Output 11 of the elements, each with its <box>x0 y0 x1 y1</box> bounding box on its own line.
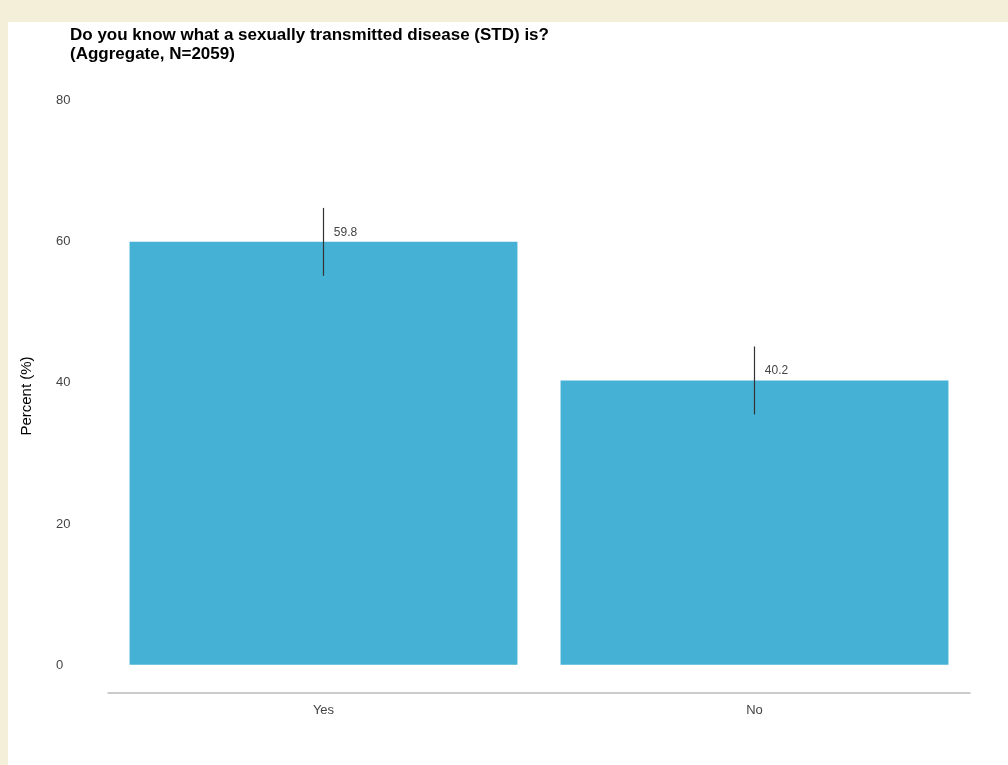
y-tick-label: 60 <box>56 232 71 248</box>
chart-title: Do you know what a sexually transmitted disease (STD) is? (Aggregate, N=2059) <box>70 25 549 63</box>
data-label: 59.8 <box>333 224 358 239</box>
x-tick-label: Yes <box>312 702 335 717</box>
y-tick-label: 20 <box>56 515 71 531</box>
data-label: 40.2 <box>764 363 789 378</box>
y-tick-label: 80 <box>56 91 71 107</box>
y-axis-title: Percent (%) <box>17 356 34 436</box>
y-tick-label: 0 <box>56 657 64 673</box>
y-tick-label: 40 <box>56 374 71 390</box>
x-tick-label: No <box>746 702 763 717</box>
